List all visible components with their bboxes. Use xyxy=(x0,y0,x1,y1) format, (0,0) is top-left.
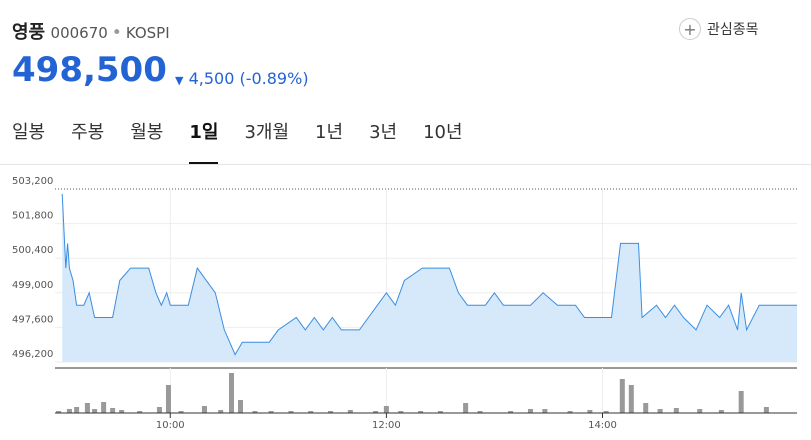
period-tab[interactable]: 주봉 xyxy=(71,122,105,143)
y-tick-label: 501,800 xyxy=(12,211,53,222)
period-tab[interactable]: 1년 xyxy=(315,122,344,143)
volume-bar xyxy=(268,411,274,413)
volume-bar xyxy=(587,410,593,413)
period-tab[interactable]: 3개월 xyxy=(244,122,290,143)
period-tab[interactable]: 3년 xyxy=(369,122,398,143)
volume-bar xyxy=(165,385,171,413)
x-tick-label: 12:00 xyxy=(372,420,401,431)
volume-bar xyxy=(738,391,744,413)
volume-bar xyxy=(66,409,72,413)
change-pct: (-0.89%) xyxy=(239,69,309,88)
volume-bar xyxy=(697,409,703,413)
volume-bar xyxy=(328,411,334,413)
volume-bar xyxy=(603,411,609,413)
divider xyxy=(0,164,811,165)
x-tick-label: 10:00 xyxy=(156,420,185,431)
market: KOSPI xyxy=(125,24,170,42)
period-tab[interactable]: 일봉 xyxy=(12,122,46,143)
volume-bar xyxy=(101,402,107,413)
volume-bar xyxy=(763,407,769,413)
volume-bar xyxy=(567,411,573,413)
volume-bar xyxy=(718,410,724,413)
volume-bar xyxy=(437,411,443,413)
volume-bar xyxy=(218,410,224,413)
stock-name: 영풍 xyxy=(12,22,46,43)
volume-bar xyxy=(418,411,424,413)
volume-bar xyxy=(252,411,258,413)
volume-bar xyxy=(201,406,207,413)
change-value: 4,500 xyxy=(188,69,235,88)
volume-bar xyxy=(628,385,634,413)
price-line xyxy=(61,193,797,356)
volume-bar xyxy=(657,409,663,413)
volume-bar xyxy=(477,411,483,413)
volume-bar xyxy=(398,411,404,413)
volume-bar xyxy=(542,409,548,413)
volume-bar xyxy=(373,411,379,413)
price-area xyxy=(62,193,797,362)
volume-bar xyxy=(84,403,90,413)
volume-bar xyxy=(673,408,679,413)
y-tick-label: 497,600 xyxy=(12,314,53,325)
volume-bar xyxy=(178,411,184,413)
period-tab[interactable]: 10년 xyxy=(423,122,463,143)
volume-bar xyxy=(619,379,625,413)
volume-bar xyxy=(110,408,116,413)
price: 498,500 xyxy=(12,50,167,90)
volume-bar xyxy=(137,411,143,413)
volume-bar xyxy=(643,403,649,413)
volume-bar xyxy=(527,409,533,413)
volume-bar xyxy=(56,411,62,413)
volume-bar xyxy=(383,406,389,413)
volume-bar xyxy=(119,410,125,413)
volume-bar xyxy=(156,407,162,413)
period-tab[interactable]: 1일 xyxy=(189,118,219,164)
stock-header: 영풍 000670 • KOSPI xyxy=(12,22,170,43)
watch-button[interactable]: + 관심종목 xyxy=(679,18,759,40)
stock-code: 000670 xyxy=(50,24,108,42)
volume-bar xyxy=(228,373,234,413)
volume-bar xyxy=(288,411,294,413)
y-tick-label: 499,000 xyxy=(12,280,53,291)
y-tick-label: 496,200 xyxy=(12,349,53,360)
volume-bar xyxy=(308,411,314,413)
period-tabs: 일봉 주봉 월봉 1일 3개월 1년 3년 10년 xyxy=(12,118,489,164)
volume-bar xyxy=(74,407,80,413)
change: ▼ 4,500 (-0.89%) xyxy=(175,69,309,88)
period-tab[interactable]: 월봉 xyxy=(130,122,164,143)
volume-bar xyxy=(463,403,469,413)
volume-bar xyxy=(238,400,243,413)
x-tick-label: 14:00 xyxy=(588,420,617,431)
y-tick-label: 500,400 xyxy=(12,245,53,256)
watch-label[interactable]: 관심종목 xyxy=(707,22,759,38)
volume-bar xyxy=(508,411,514,413)
volume-bar xyxy=(92,409,98,413)
y-tick-label: 503,200 xyxy=(12,176,53,187)
volume-bar xyxy=(347,410,353,413)
